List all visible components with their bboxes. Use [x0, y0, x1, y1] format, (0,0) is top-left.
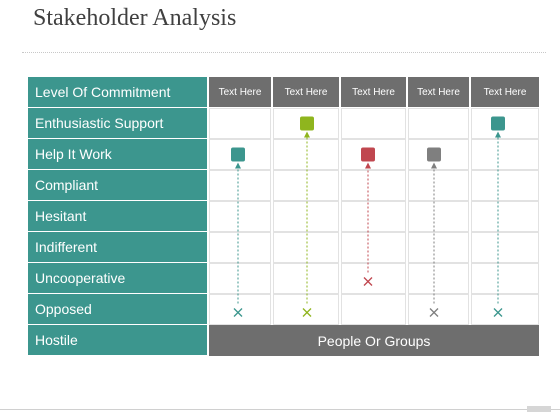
grid-cell: [408, 108, 469, 139]
grid-cell: [408, 201, 469, 232]
level-label: Enthusiastic Support: [28, 108, 207, 139]
grid-cell: [408, 170, 469, 201]
people-or-groups-label: People Or Groups: [209, 325, 539, 356]
grid-cell: [209, 108, 271, 139]
level-label: Uncooperative: [28, 263, 207, 294]
grid-cell: [273, 170, 339, 201]
level-label: Level Of Commitment: [28, 77, 207, 108]
column-header: Text Here: [273, 77, 339, 108]
column-header: Text Here: [408, 77, 469, 108]
grid-cell: [471, 232, 539, 263]
level-label: Help It Work: [28, 139, 207, 170]
level-label: Opposed: [28, 294, 207, 325]
current-level-marker: [233, 308, 243, 317]
grid-cell: [341, 263, 406, 294]
grid-cell: [341, 108, 406, 139]
level-label: Hesitant: [28, 201, 207, 232]
grid-cell: [209, 201, 271, 232]
grid-cell: [341, 294, 406, 325]
grid-cell: [471, 170, 539, 201]
grid-cell: [341, 232, 406, 263]
current-level-marker: [363, 277, 373, 286]
grid-cell: [408, 294, 469, 325]
title-divider: [22, 52, 546, 53]
grid-cell: [471, 139, 539, 170]
grid-cell: [209, 232, 271, 263]
target-level-marker: [427, 147, 441, 162]
grid-cell: [471, 263, 539, 294]
bottom-tab: [527, 406, 551, 412]
column-header: Text Here: [209, 77, 271, 108]
grid-cell: [408, 263, 469, 294]
grid-cell: [273, 263, 339, 294]
grid-cell: [471, 294, 539, 325]
grid-cell: [209, 263, 271, 294]
grid-cell: [341, 201, 406, 232]
grid-cell: [209, 170, 271, 201]
column-header: Text Here: [471, 77, 539, 108]
stakeholder-grid: Level Of Commitment Text Here Text Here …: [28, 77, 539, 356]
target-level-marker: [361, 147, 375, 162]
current-level-marker: [493, 308, 503, 317]
level-label: Hostile: [28, 325, 207, 356]
target-level-marker: [300, 116, 314, 131]
grid-cell: [408, 232, 469, 263]
grid-cell: [273, 139, 339, 170]
grid-cell: [273, 294, 339, 325]
target-level-marker: [491, 116, 505, 131]
current-level-marker: [302, 308, 312, 317]
target-level-marker: [231, 147, 245, 162]
bottom-divider: [0, 409, 560, 410]
grid-cell: [471, 201, 539, 232]
grid-cell: [273, 232, 339, 263]
current-level-marker: [429, 308, 439, 317]
page-title: Stakeholder Analysis: [33, 5, 237, 31]
grid-cell: [273, 201, 339, 232]
grid-cell: [209, 294, 271, 325]
column-header: Text Here: [341, 77, 406, 108]
level-label: Compliant: [28, 170, 207, 201]
grid-cell: [341, 170, 406, 201]
level-label: Indifferent: [28, 232, 207, 263]
